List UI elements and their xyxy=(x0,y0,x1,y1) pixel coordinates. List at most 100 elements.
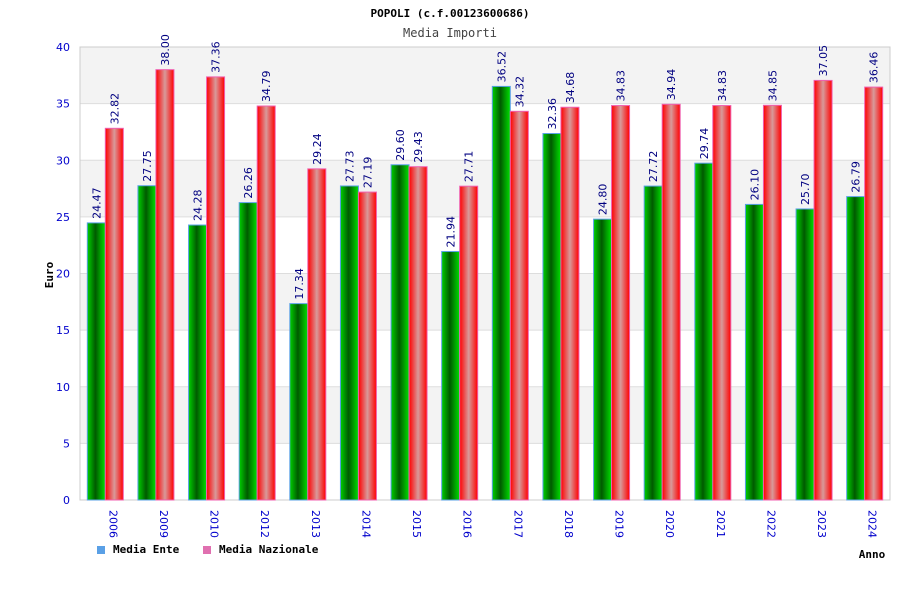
bar-media-nazionale xyxy=(408,166,428,501)
data-label: 34.83 xyxy=(615,70,628,102)
x-tick-label: 2016 xyxy=(461,510,474,538)
bar-media-nazionale xyxy=(509,110,529,501)
data-label: 34.94 xyxy=(665,69,678,101)
data-label: 27.72 xyxy=(647,151,660,183)
bar-media-ente xyxy=(542,133,562,501)
bar-media-ente xyxy=(441,251,461,501)
x-tick-label: 2018 xyxy=(562,510,575,538)
data-label: 21.94 xyxy=(445,216,458,248)
y-tick-label: 40 xyxy=(56,41,70,54)
legend-item-media-ente: Media Ente xyxy=(97,543,179,556)
data-label: 27.73 xyxy=(343,150,356,182)
x-tick-label: 2023 xyxy=(815,510,828,538)
y-tick-label: 35 xyxy=(56,98,70,111)
legend-swatch xyxy=(203,545,211,554)
bar-media-nazionale xyxy=(155,69,175,501)
data-label: 27.71 xyxy=(463,151,476,183)
bar-media-nazionale xyxy=(307,168,327,501)
bar-media-ente xyxy=(795,208,815,501)
bar-media-ente xyxy=(593,218,613,501)
data-label: 29.43 xyxy=(412,131,425,163)
bar-media-ente xyxy=(289,303,309,501)
y-tick-label: 15 xyxy=(56,324,70,337)
bar-media-nazionale xyxy=(206,76,226,501)
x-tick-label: 2006 xyxy=(106,510,119,538)
bar-media-nazionale xyxy=(813,79,833,501)
x-tick-label: 2009 xyxy=(157,510,170,538)
data-label: 24.28 xyxy=(192,190,205,222)
data-label: 38.00 xyxy=(159,34,172,66)
data-label: 29.74 xyxy=(698,128,711,160)
y-tick-label: 20 xyxy=(56,268,70,281)
y-tick-label: 0 xyxy=(63,494,70,507)
x-axis-label: Anno xyxy=(859,548,886,561)
bar-media-ente xyxy=(694,162,714,501)
data-label: 24.47 xyxy=(90,187,103,219)
x-tick-label: 2024 xyxy=(866,510,879,538)
bar-media-nazionale xyxy=(712,105,732,501)
bar-media-ente xyxy=(238,202,258,501)
y-axis-label: Euro xyxy=(43,261,56,288)
data-label: 37.05 xyxy=(817,45,830,77)
bar-media-ente xyxy=(491,85,511,501)
data-label: 27.75 xyxy=(141,150,154,182)
bar-media-nazionale xyxy=(611,105,631,501)
y-tick-label: 30 xyxy=(56,154,70,167)
data-label: 34.83 xyxy=(716,70,729,102)
chart-title: POPOLI (c.f.00123600686) xyxy=(371,7,530,20)
x-tick-label: 2010 xyxy=(208,510,221,538)
data-label: 26.79 xyxy=(850,161,863,193)
bar-media-ente xyxy=(744,203,764,501)
data-label: 29.24 xyxy=(311,133,324,165)
bar-media-nazionale xyxy=(104,127,124,501)
data-label: 32.82 xyxy=(108,93,121,125)
data-label: 27.19 xyxy=(361,157,374,189)
data-label: 26.26 xyxy=(242,167,255,199)
bar-media-ente xyxy=(846,196,866,501)
chart-subtitle: Media Importi xyxy=(403,26,497,40)
bar-media-nazionale xyxy=(864,86,884,501)
bar-media-nazionale xyxy=(459,185,479,501)
data-label: 24.80 xyxy=(597,184,610,216)
x-tick-label: 2022 xyxy=(764,510,777,538)
x-tick-label: 2015 xyxy=(410,510,423,538)
data-label: 32.36 xyxy=(546,98,559,130)
bar-media-nazionale xyxy=(256,105,276,501)
y-tick-label: 10 xyxy=(56,381,70,394)
x-tick-label: 2020 xyxy=(663,510,676,538)
bar-media-nazionale xyxy=(661,103,681,501)
data-label: 34.79 xyxy=(260,71,273,103)
x-tick-label: 2013 xyxy=(309,510,322,538)
x-tick-label: 2021 xyxy=(714,510,727,538)
y-tick-label: 5 xyxy=(63,437,70,450)
bar-media-nazionale xyxy=(357,191,377,501)
bar-media-ente xyxy=(643,185,663,501)
x-tick-label: 2017 xyxy=(511,510,524,538)
x-tick-label: 2014 xyxy=(359,510,372,538)
bar-media-ente xyxy=(137,185,157,501)
plot-border xyxy=(79,46,891,501)
bar-media-nazionale xyxy=(762,104,782,501)
data-label: 34.68 xyxy=(564,72,577,104)
legend-label: Media Ente xyxy=(113,543,180,556)
data-label: 34.32 xyxy=(513,76,526,108)
bar-media-nazionale xyxy=(560,106,580,501)
x-tick-label: 2019 xyxy=(613,510,626,538)
x-tick-label: 2012 xyxy=(258,510,271,538)
bar-media-ente xyxy=(390,164,410,501)
y-tick-label: 25 xyxy=(56,211,70,224)
data-label: 26.10 xyxy=(748,169,761,201)
data-label: 25.70 xyxy=(799,173,812,205)
bar-media-ente xyxy=(86,222,106,501)
bar-media-ente xyxy=(339,185,359,501)
bar-media-ente xyxy=(188,224,208,501)
data-label: 34.85 xyxy=(766,70,779,102)
legend-swatch xyxy=(97,545,105,554)
data-label: 37.36 xyxy=(210,41,223,73)
data-label: 36.46 xyxy=(868,52,881,84)
data-label: 29.60 xyxy=(394,129,407,161)
legend-label: Media Nazionale xyxy=(219,543,319,556)
data-label: 17.34 xyxy=(293,268,306,300)
